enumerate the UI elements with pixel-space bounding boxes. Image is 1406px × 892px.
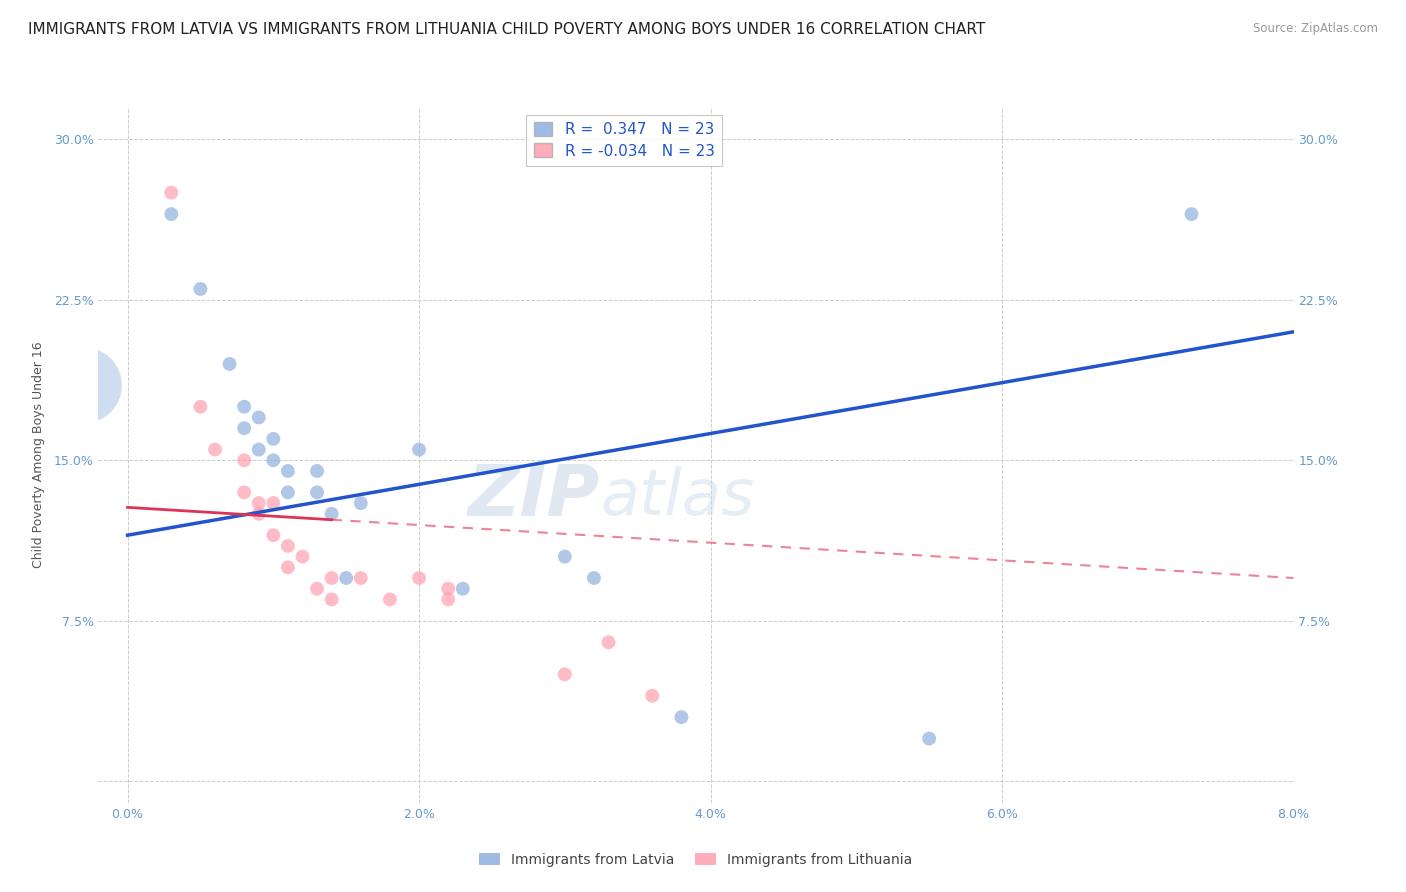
Point bbox=[437, 582, 460, 596]
Point bbox=[451, 582, 474, 596]
Point bbox=[233, 400, 256, 414]
Point bbox=[321, 592, 343, 607]
Point bbox=[582, 571, 605, 585]
Point bbox=[671, 710, 693, 724]
Point bbox=[1180, 207, 1202, 221]
Text: ZIP: ZIP bbox=[468, 462, 600, 531]
Point bbox=[233, 421, 256, 435]
Point bbox=[350, 496, 373, 510]
Point bbox=[350, 571, 373, 585]
Point bbox=[233, 485, 256, 500]
Point bbox=[554, 549, 576, 564]
Point bbox=[554, 667, 576, 681]
Point bbox=[335, 571, 357, 585]
Point bbox=[305, 582, 328, 596]
Point bbox=[291, 549, 314, 564]
Point bbox=[321, 507, 343, 521]
Text: atlas: atlas bbox=[600, 466, 755, 528]
Point bbox=[160, 207, 183, 221]
Point bbox=[190, 282, 212, 296]
Point bbox=[247, 507, 270, 521]
Point bbox=[305, 485, 328, 500]
Point bbox=[598, 635, 620, 649]
Point bbox=[641, 689, 664, 703]
Point bbox=[204, 442, 226, 457]
Point bbox=[262, 496, 284, 510]
Point bbox=[378, 592, 401, 607]
Point bbox=[321, 571, 343, 585]
Point bbox=[305, 464, 328, 478]
Y-axis label: Child Poverty Among Boys Under 16: Child Poverty Among Boys Under 16 bbox=[32, 342, 45, 568]
Point bbox=[247, 442, 270, 457]
Point bbox=[247, 410, 270, 425]
Text: IMMIGRANTS FROM LATVIA VS IMMIGRANTS FROM LITHUANIA CHILD POVERTY AMONG BOYS UND: IMMIGRANTS FROM LATVIA VS IMMIGRANTS FRO… bbox=[28, 22, 986, 37]
Text: Source: ZipAtlas.com: Source: ZipAtlas.com bbox=[1253, 22, 1378, 36]
Point bbox=[408, 571, 430, 585]
Point bbox=[233, 453, 256, 467]
Point bbox=[918, 731, 941, 746]
Point bbox=[262, 453, 284, 467]
Point bbox=[262, 528, 284, 542]
Point bbox=[262, 432, 284, 446]
Point bbox=[408, 442, 430, 457]
Point bbox=[277, 464, 299, 478]
Point bbox=[73, 378, 96, 392]
Point bbox=[160, 186, 183, 200]
Point bbox=[277, 560, 299, 574]
Point bbox=[277, 539, 299, 553]
Point bbox=[277, 485, 299, 500]
Point bbox=[190, 400, 212, 414]
Point bbox=[437, 592, 460, 607]
Point bbox=[247, 496, 270, 510]
Point bbox=[218, 357, 240, 371]
Legend: Immigrants from Latvia, Immigrants from Lithuania: Immigrants from Latvia, Immigrants from … bbox=[474, 847, 918, 872]
